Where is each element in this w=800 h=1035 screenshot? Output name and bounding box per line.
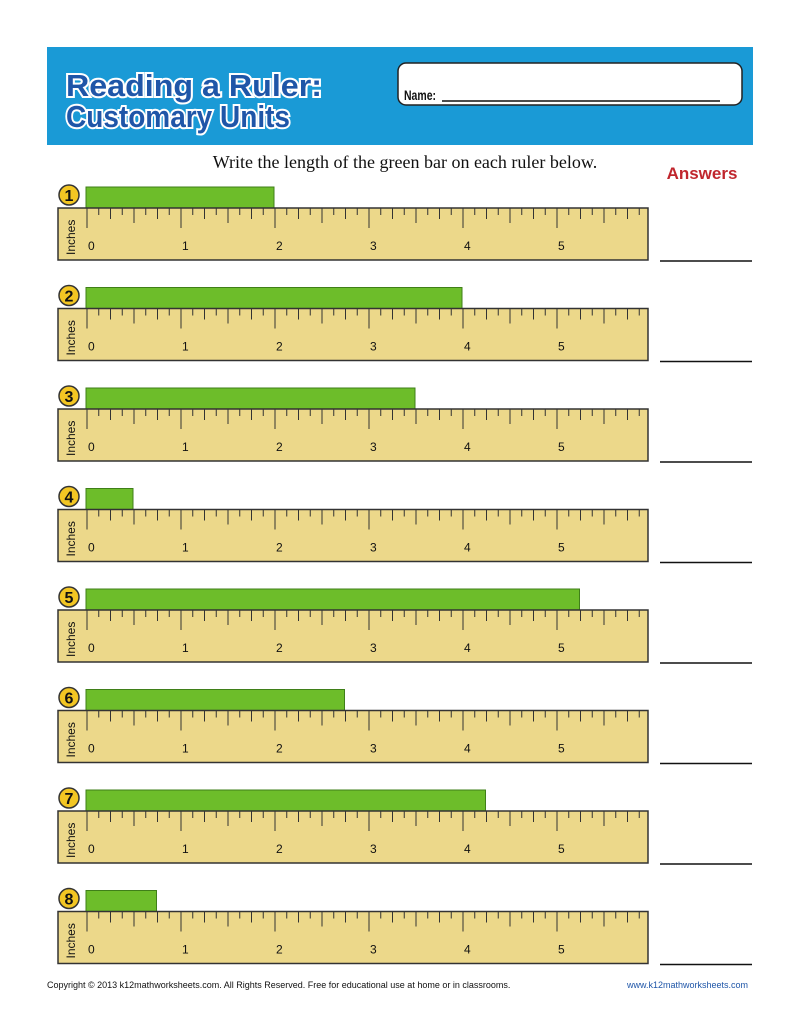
ruler-number: 2 <box>276 943 283 957</box>
unit-label: Inches <box>64 823 78 858</box>
ruler-number: 5 <box>558 943 565 957</box>
green-bar <box>85 588 580 611</box>
problem-badge <box>58 284 80 307</box>
ruler <box>57 408 649 462</box>
green-bar <box>85 387 416 410</box>
unit-label: Inches <box>64 722 78 757</box>
ruler-number: 1 <box>182 842 189 856</box>
green-bar <box>85 689 345 711</box>
ruler-number: 3 <box>370 440 377 454</box>
problem-number: 5 <box>65 590 74 607</box>
problem-badge <box>58 485 80 508</box>
ruler <box>57 810 649 864</box>
ruler-number: 0 <box>88 742 95 756</box>
ruler <box>57 508 649 563</box>
problem-badge <box>58 787 80 809</box>
name-box <box>397 62 743 106</box>
ruler-number: 1 <box>182 641 189 655</box>
ruler-number: 1 <box>182 742 189 756</box>
unit-label: Inches <box>64 622 78 657</box>
problem-badge <box>58 586 80 608</box>
ruler-number: 0 <box>88 641 95 655</box>
green-bar <box>85 186 275 209</box>
ruler-number: 5 <box>558 742 565 756</box>
website: www.k12mathworksheets.com <box>626 980 748 990</box>
ruler-number: 0 <box>88 340 95 354</box>
problem-number: 3 <box>65 389 74 406</box>
ruler-number: 2 <box>276 842 283 856</box>
ruler-number: 0 <box>88 842 95 856</box>
ruler-number: 2 <box>276 340 283 354</box>
green-bar <box>85 890 157 912</box>
problem-number: 8 <box>65 892 74 909</box>
ruler-number: 2 <box>276 541 283 555</box>
ruler-number: 1 <box>182 440 189 454</box>
ruler-number: 3 <box>370 742 377 756</box>
ruler <box>57 307 649 362</box>
instructions: Write the length of the green bar on eac… <box>213 152 597 172</box>
ruler <box>57 910 649 965</box>
ruler-number: 4 <box>464 943 471 957</box>
ruler <box>57 207 649 261</box>
ruler-number: 3 <box>370 239 377 253</box>
ruler-number: 1 <box>182 239 189 253</box>
ruler-number: 0 <box>88 440 95 454</box>
unit-label: Inches <box>64 923 78 958</box>
ruler-number: 5 <box>558 541 565 555</box>
problems: 1 Inches 0 1 2 3 4 5 2 Inches 0 1 2 3 4 5 3 Inches 0 1 2 3 4 5 4… <box>57 184 752 966</box>
problem-number: 6 <box>65 691 74 708</box>
ruler-number: 3 <box>370 340 377 354</box>
problem-badge <box>58 887 80 910</box>
ruler-number: 1 <box>182 943 189 957</box>
ruler-number: 0 <box>88 239 95 253</box>
ruler-number: 4 <box>464 440 471 454</box>
title-line2: Customary Units <box>66 99 290 134</box>
ruler-number: 3 <box>370 943 377 957</box>
ruler-number: 4 <box>464 742 471 756</box>
ruler <box>57 709 649 764</box>
ruler-number: 5 <box>558 842 565 856</box>
problem-number: 1 <box>65 188 74 205</box>
ruler-number: 4 <box>464 239 471 253</box>
problem-badge <box>58 686 80 709</box>
ruler-number: 4 <box>464 541 471 555</box>
copyright: Copyright © 2013 k12mathworksheets.com. … <box>47 980 510 990</box>
problem-number: 4 <box>65 490 74 507</box>
ruler-number: 0 <box>88 943 95 957</box>
problem-badge <box>58 184 80 206</box>
problem-number: 7 <box>65 791 74 808</box>
answers-label: Answers <box>667 164 738 183</box>
unit-label: Inches <box>64 220 78 255</box>
ruler-number: 5 <box>558 239 565 253</box>
ruler-number: 4 <box>464 340 471 354</box>
ruler-number: 4 <box>464 641 471 655</box>
ruler-number: 3 <box>370 541 377 555</box>
problem-number: 2 <box>65 289 74 306</box>
ruler-number: 3 <box>370 842 377 856</box>
unit-label: Inches <box>64 421 78 456</box>
unit-label: Inches <box>64 320 78 355</box>
ruler-number: 4 <box>464 842 471 856</box>
ruler-number: 1 <box>182 541 189 555</box>
unit-label: Inches <box>64 521 78 556</box>
ruler-number: 5 <box>558 440 565 454</box>
ruler-number: 3 <box>370 641 377 655</box>
ruler-number: 1 <box>182 340 189 354</box>
green-bar <box>85 789 486 812</box>
ruler-number: 2 <box>276 440 283 454</box>
ruler-number: 0 <box>88 541 95 555</box>
ruler <box>57 609 649 663</box>
ruler-number: 5 <box>558 340 565 354</box>
ruler-number: 2 <box>276 742 283 756</box>
name-label: Name: <box>404 87 436 103</box>
ruler-number: 2 <box>276 641 283 655</box>
problem-badge <box>58 385 80 407</box>
green-bar <box>85 287 463 309</box>
ruler-number: 5 <box>558 641 565 655</box>
title-line1: Reading a Ruler: <box>66 68 322 103</box>
green-bar <box>85 488 134 510</box>
ruler-number: 2 <box>276 239 283 253</box>
